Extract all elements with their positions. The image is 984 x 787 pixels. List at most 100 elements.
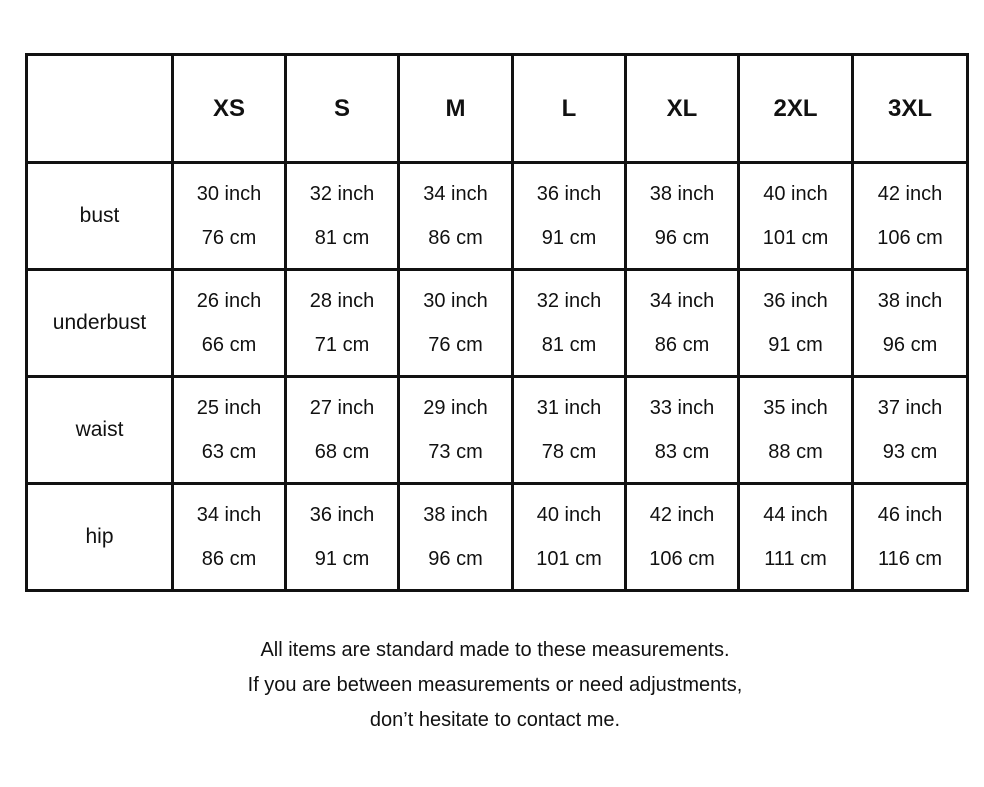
measurement-cell: 38 inch 96 cm <box>397 482 514 592</box>
size-header-m: M <box>397 53 514 164</box>
cm-value: 86 cm <box>654 334 710 356</box>
cm-value: 96 cm <box>882 334 938 356</box>
inch-value: 36 inch <box>309 504 375 526</box>
measurement-cell: 34 inch 86 cm <box>397 161 514 271</box>
cm-value: 76 cm <box>201 227 257 249</box>
measurement-cell: 36 inch 91 cm <box>284 482 400 592</box>
cm-value: 106 cm <box>877 227 943 249</box>
measurement-cell: 46 inch 116 cm <box>851 482 969 592</box>
inch-value: 25 inch <box>196 397 262 419</box>
cm-value: 83 cm <box>654 441 710 463</box>
inch-value: 36 inch <box>536 183 602 205</box>
measurement-cell: 38 inch 96 cm <box>851 268 969 378</box>
size-header-xs: XS <box>171 53 287 164</box>
measurement-cell: 44 inch 111 cm <box>737 482 854 592</box>
inch-value: 26 inch <box>196 290 262 312</box>
cm-value: 73 cm <box>428 441 483 463</box>
measurement-cell: 38 inch 96 cm <box>624 161 740 271</box>
cm-value: 96 cm <box>654 227 710 249</box>
inch-value: 35 inch <box>763 397 828 419</box>
inch-value: 40 inch <box>536 504 602 526</box>
cm-value: 66 cm <box>201 334 257 356</box>
note-line-1: All items are standard made to these mea… <box>260 639 730 661</box>
size-header-3xl: 3XL <box>851 53 969 164</box>
cm-value: 106 cm <box>649 548 715 570</box>
footer-note: All items are standard made to these mea… <box>0 633 984 738</box>
corner-cell <box>25 53 174 164</box>
measurement-cell: 30 inch 76 cm <box>397 268 514 378</box>
measurement-cell: 26 inch 66 cm <box>171 268 287 378</box>
measurement-cell: 30 inch 76 cm <box>171 161 287 271</box>
inch-value: 46 inch <box>877 504 943 526</box>
row-label: bust <box>25 161 174 271</box>
measurement-cell: 32 inch 81 cm <box>511 268 627 378</box>
inch-value: 31 inch <box>536 397 602 419</box>
size-header-2xl: 2XL <box>737 53 854 164</box>
header-row: XS S M L XL 2XL 3XL <box>25 53 969 164</box>
cm-value: 78 cm <box>541 441 597 463</box>
measurement-cell: 42 inch 106 cm <box>851 161 969 271</box>
note-line-3: don’t hesitate to contact me. <box>369 709 621 731</box>
cm-value: 91 cm <box>768 334 823 356</box>
measurement-cell: 34 inch 86 cm <box>624 268 740 378</box>
row-label: underbust <box>25 268 174 378</box>
inch-value: 36 inch <box>763 290 828 312</box>
cm-value: 86 cm <box>201 548 257 570</box>
inch-value: 28 inch <box>309 290 375 312</box>
measurement-cell: 34 inch 86 cm <box>171 482 287 592</box>
inch-value: 34 inch <box>649 290 715 312</box>
row-label: waist <box>25 375 174 485</box>
cm-value: 96 cm <box>428 548 483 570</box>
table-row-bust: bust 30 inch 76 cm 32 inch 81 cm 34 inch 86 cm… <box>25 161 969 271</box>
cm-value: 91 cm <box>541 227 597 249</box>
note-line-2: If you are between measurements or need … <box>247 674 743 696</box>
inch-value: 38 inch <box>649 183 715 205</box>
measurement-cell: 42 inch 106 cm <box>624 482 740 592</box>
cm-value: 116 cm <box>877 548 943 570</box>
cm-value: 91 cm <box>314 548 370 570</box>
cm-value: 93 cm <box>882 441 938 463</box>
size-chart-table: XS S M L XL 2XL 3XL bust 30 inch 76 cm 32 inch 81 … <box>25 53 969 592</box>
row-label: hip <box>25 482 174 592</box>
inch-value: 40 inch <box>763 183 828 205</box>
measurement-cell: 40 inch 101 cm <box>737 161 854 271</box>
measurement-cell: 40 inch 101 cm <box>511 482 627 592</box>
cm-value: 101 cm <box>536 548 602 570</box>
cm-value: 111 cm <box>764 548 827 570</box>
table-row-hip: hip 34 inch 86 cm 36 inch 91 cm 38 inch 96 cm 4… <box>25 482 969 592</box>
size-header-xl: XL <box>624 53 740 164</box>
table-row-underbust: underbust 26 inch 66 cm 28 inch 71 cm 30 inch… <box>25 268 969 378</box>
size-header-l: L <box>511 53 627 164</box>
inch-value: 33 inch <box>649 397 715 419</box>
inch-value: 30 inch <box>423 290 488 312</box>
inch-value: 30 inch <box>196 183 262 205</box>
measurement-cell: 37 inch 93 cm <box>851 375 969 485</box>
inch-value: 34 inch <box>423 183 488 205</box>
measurement-cell: 31 inch 78 cm <box>511 375 627 485</box>
cm-value: 71 cm <box>314 334 370 356</box>
inch-value: 27 inch <box>309 397 375 419</box>
measurement-cell: 36 inch 91 cm <box>737 268 854 378</box>
cm-value: 81 cm <box>541 334 597 356</box>
measurement-cell: 32 inch 81 cm <box>284 161 400 271</box>
measurement-cell: 33 inch 83 cm <box>624 375 740 485</box>
cm-value: 76 cm <box>428 334 483 356</box>
cm-value: 101 cm <box>762 227 829 249</box>
cm-value: 68 cm <box>314 441 370 463</box>
inch-value: 32 inch <box>309 183 375 205</box>
inch-value: 42 inch <box>649 504 715 526</box>
size-header-s: S <box>284 53 400 164</box>
inch-value: 34 inch <box>196 504 262 526</box>
cm-value: 86 cm <box>428 227 483 249</box>
measurement-cell: 36 inch 91 cm <box>511 161 627 271</box>
inch-value: 37 inch <box>877 397 943 419</box>
cm-value: 63 cm <box>201 441 257 463</box>
measurement-cell: 35 inch 88 cm <box>737 375 854 485</box>
measurement-cell: 27 inch 68 cm <box>284 375 400 485</box>
measurement-cell: 29 inch 73 cm <box>397 375 514 485</box>
inch-value: 32 inch <box>536 290 602 312</box>
inch-value: 42 inch <box>877 183 943 205</box>
table-row-waist: waist 25 inch 63 cm 27 inch 68 cm 29 inch 73 c… <box>25 375 969 485</box>
measurement-cell: 25 inch 63 cm <box>171 375 287 485</box>
inch-value: 38 inch <box>423 504 488 526</box>
